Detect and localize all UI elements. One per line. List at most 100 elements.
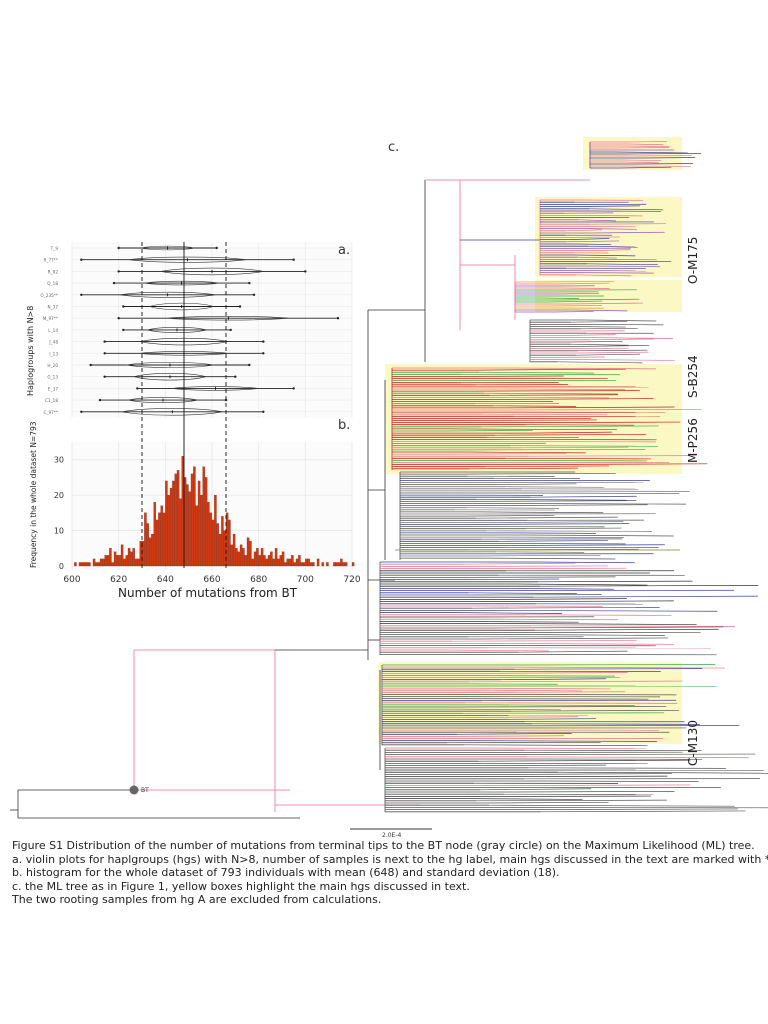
- hist-bar: [169, 487, 173, 567]
- hist-bar: [113, 551, 117, 567]
- hist-bar: [160, 505, 163, 567]
- violin-shape: [122, 408, 223, 416]
- ml-tree: BT 2.0E-4: [10, 137, 768, 839]
- hist-bar: [288, 558, 292, 567]
- hist-bar: [97, 562, 100, 567]
- violin-hg-label: N_37: [47, 305, 58, 310]
- hist-bar: [312, 562, 315, 567]
- violin-shape: [140, 337, 228, 346]
- panel-c-label: c.: [388, 140, 400, 155]
- clade-m-p256-label: M-P256: [686, 418, 700, 463]
- violin-shape: [167, 316, 289, 321]
- violin-row: R_92: [48, 267, 307, 276]
- hist-bar: [99, 558, 103, 567]
- hist-xlabel: Number of mutations from BT: [118, 586, 298, 600]
- bt-root-node: [129, 785, 139, 795]
- violin-row: L_14: [48, 326, 232, 333]
- hist-bar: [209, 512, 212, 567]
- hist-bar: [340, 558, 343, 567]
- hist-bar: [279, 555, 282, 567]
- hist-bar: [120, 544, 124, 567]
- hist-bar: [193, 466, 196, 567]
- violin-row: M_97**: [43, 316, 340, 321]
- violin-row: H_20: [47, 362, 251, 368]
- hist-bar: [326, 562, 329, 567]
- hist-bar: [298, 555, 301, 567]
- hist-bar: [106, 555, 110, 567]
- hist-bar: [165, 480, 168, 567]
- hist-bar: [258, 555, 261, 567]
- hist-bar: [223, 530, 226, 567]
- violin-shape: [140, 245, 195, 251]
- violin-hg-label: R_92: [48, 269, 59, 274]
- violin-hg-label: Q_18: [47, 281, 58, 286]
- hist-bar: [197, 480, 201, 567]
- hist-bar: [235, 548, 238, 567]
- violin-row: E_37: [48, 386, 295, 391]
- hist-bar: [277, 558, 280, 567]
- hist-y-tick-label: 10: [54, 527, 64, 536]
- hist-bar: [109, 548, 112, 567]
- hist-bar: [286, 558, 289, 567]
- hist-bar: [265, 558, 268, 567]
- hist-bar: [263, 555, 266, 567]
- hist-x-tick-label: 620: [110, 575, 127, 585]
- hist-bar: [256, 548, 259, 567]
- hist-bar: [230, 544, 233, 567]
- hist-bar: [251, 558, 254, 567]
- hist-bar: [127, 548, 131, 567]
- violin-shape: [172, 386, 259, 391]
- panel-b-label: b.: [338, 418, 351, 433]
- hist-bar: [270, 551, 273, 567]
- hist-bar: [309, 562, 313, 567]
- hist-bar: [167, 495, 170, 567]
- hist-bar: [207, 502, 210, 567]
- hist-bar: [181, 456, 184, 567]
- hist-ylabel: Frequency in the whole dataset N=793: [29, 421, 38, 568]
- hist-bar: [267, 555, 271, 567]
- hist-x-tick-label: 720: [343, 575, 360, 585]
- hist-bar: [274, 548, 278, 567]
- hist-bar: [291, 555, 294, 567]
- hist-bar: [186, 484, 189, 567]
- hist-bar: [225, 512, 229, 567]
- hist-bar: [81, 562, 84, 567]
- hist-bar: [253, 551, 257, 567]
- hist-bar: [153, 502, 156, 567]
- violin-row: R_77**: [43, 256, 295, 263]
- hist-bar: [195, 505, 198, 567]
- hist-bar: [183, 477, 187, 567]
- hist-bar: [242, 548, 245, 567]
- hist-bar: [218, 533, 222, 567]
- hist-bar: [137, 558, 140, 567]
- violin-shape: [128, 397, 198, 403]
- violin-hg-label: O_235**: [40, 293, 58, 298]
- hist-bar: [260, 548, 264, 567]
- hist-bar: [216, 523, 219, 567]
- violin-shape: [144, 280, 219, 286]
- hist-bar: [293, 562, 296, 567]
- histogram: 600 620 640 660 680 700 720 0 10 20 30 Frequency …: [29, 421, 361, 600]
- hist-bar: [321, 562, 324, 567]
- violin-ylabel: Haplogroups with N>8: [26, 306, 35, 396]
- violin-row: O_235**: [40, 291, 256, 298]
- hist-bar: [130, 551, 133, 567]
- hist-bar: [239, 544, 243, 567]
- violin-hg-label: J_48: [48, 340, 58, 345]
- hist-bar: [151, 533, 154, 567]
- caption-line-4: c. the ML tree as in Figure 1, yellow bo…: [12, 879, 470, 893]
- hist-bar: [148, 537, 152, 567]
- scale-bar: 2.0E-4: [350, 828, 432, 839]
- hist-bar: [118, 555, 121, 567]
- violin-hg-label: C1_18: [45, 398, 58, 403]
- hist-bar: [111, 562, 114, 567]
- clade-s-b254-label: S-B254: [686, 355, 700, 398]
- hist-bar: [162, 512, 166, 567]
- hist-bar: [95, 562, 98, 567]
- hist-bar: [211, 519, 215, 567]
- violin-plot: T_9 R_77** R_92 Q_18 O_235** N_37 M_97** L_14 J_…: [26, 242, 353, 418]
- hist-bar: [158, 512, 161, 567]
- violin-shape: [129, 256, 246, 263]
- hist-bar: [342, 562, 345, 567]
- hist-bar: [202, 466, 205, 567]
